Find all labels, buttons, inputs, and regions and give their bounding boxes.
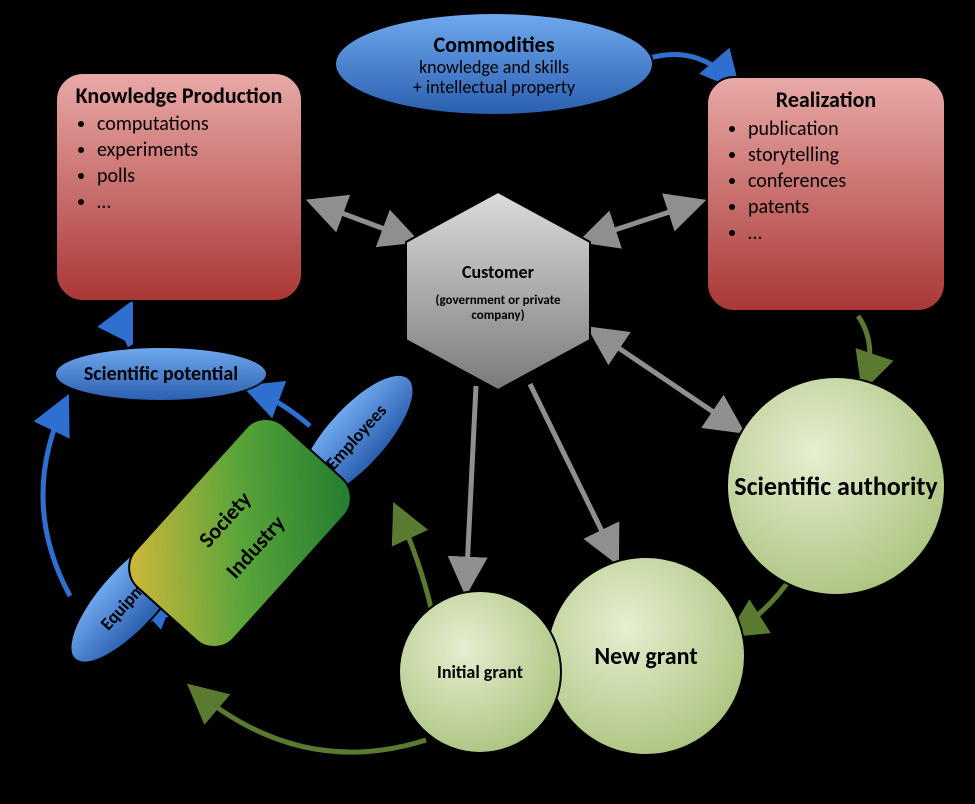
node-sci-potential: Scientific potential <box>54 346 268 402</box>
commodities-title: Commodities <box>433 31 554 58</box>
list-item: … <box>748 221 932 245</box>
node-customer: Customer (government or private company) <box>406 200 590 384</box>
list-item: experiments <box>97 138 289 162</box>
customer-title: Customer <box>462 261 534 283</box>
list-item: publication <box>748 117 932 141</box>
list-item: patents <box>748 195 932 219</box>
customer-sub: (government or private company) <box>433 293 563 323</box>
realization-title: Realization <box>720 86 932 113</box>
list-item: computations <box>97 112 289 136</box>
knowledge-bullets: computations experiments polls … <box>75 112 289 214</box>
commodities-sub: knowledge and skills + intellectual prop… <box>413 58 575 98</box>
node-sci-authority: Scientific authority <box>726 376 946 596</box>
node-knowledge: Knowledge Production computations experi… <box>55 72 303 302</box>
node-commodities: Commodities knowledge and skills + intel… <box>334 12 654 116</box>
list-item: storytelling <box>748 143 932 167</box>
node-initial-grant: Initial grant <box>398 590 562 754</box>
diagram-stage: Commodities knowledge and skills + intel… <box>0 0 975 804</box>
knowledge-title: Knowledge Production <box>69 84 289 108</box>
sci-potential-label: Scientific potential <box>84 362 238 386</box>
initial-grant-label: Initial grant <box>437 661 523 683</box>
new-grant-label: New grant <box>594 642 697 671</box>
list-item: conferences <box>748 169 932 193</box>
node-new-grant: New grant <box>546 556 746 756</box>
node-realization: Realization publication storytelling con… <box>706 76 946 312</box>
realization-bullets: publication storytelling conferences pat… <box>726 117 932 245</box>
sci-authority-label: Scientific authority <box>734 472 937 501</box>
list-item: polls <box>97 164 289 188</box>
list-item: … <box>97 190 289 214</box>
